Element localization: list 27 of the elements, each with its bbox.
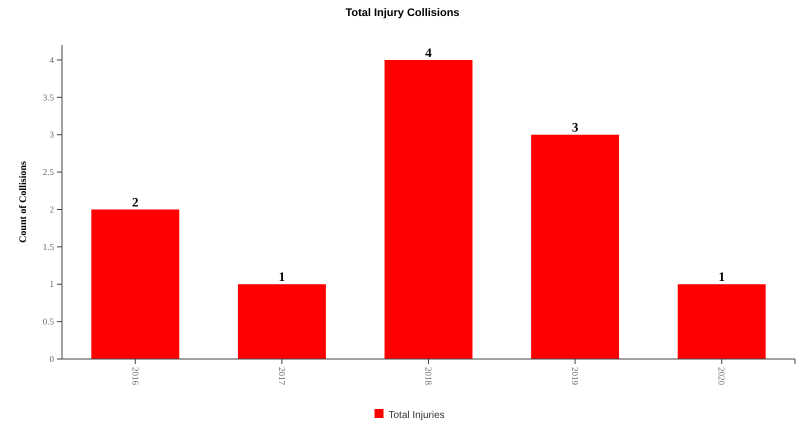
y-tick-label: 4 (50, 54, 54, 65)
y-tick-label: 2 (50, 204, 54, 214)
x-tick-label: 2016 (130, 367, 140, 386)
bar (238, 284, 326, 359)
bar (91, 209, 180, 359)
chart-title: Total Injury Collisions (345, 7, 460, 19)
data-label: 3 (572, 120, 579, 135)
legend-label: Total Injuries (388, 410, 445, 421)
x-tick-label: 2018 (424, 367, 434, 386)
y-tick-label: 0.5 (42, 316, 54, 327)
y-tick-label: 0 (50, 354, 54, 364)
data-label: 1 (278, 269, 286, 284)
y-tick-label: 3.5 (42, 92, 54, 102)
bar (384, 60, 472, 359)
y-axis-title: Count of Collisions (18, 161, 29, 243)
bar (678, 284, 766, 359)
data-label: 4 (425, 44, 432, 60)
y-tick-label: 1 (50, 279, 54, 290)
x-tick-label: 2020 (716, 367, 727, 386)
data-label: 1 (718, 269, 725, 284)
y-tick-label: 2.5 (42, 167, 54, 178)
y-tick-label: 3 (50, 130, 54, 140)
x-tick-label: 2017 (276, 367, 287, 386)
bar (531, 134, 620, 359)
data-label: 2 (132, 194, 139, 210)
y-tick-label: 1.5 (42, 242, 54, 252)
x-tick-label: 2019 (570, 367, 580, 386)
